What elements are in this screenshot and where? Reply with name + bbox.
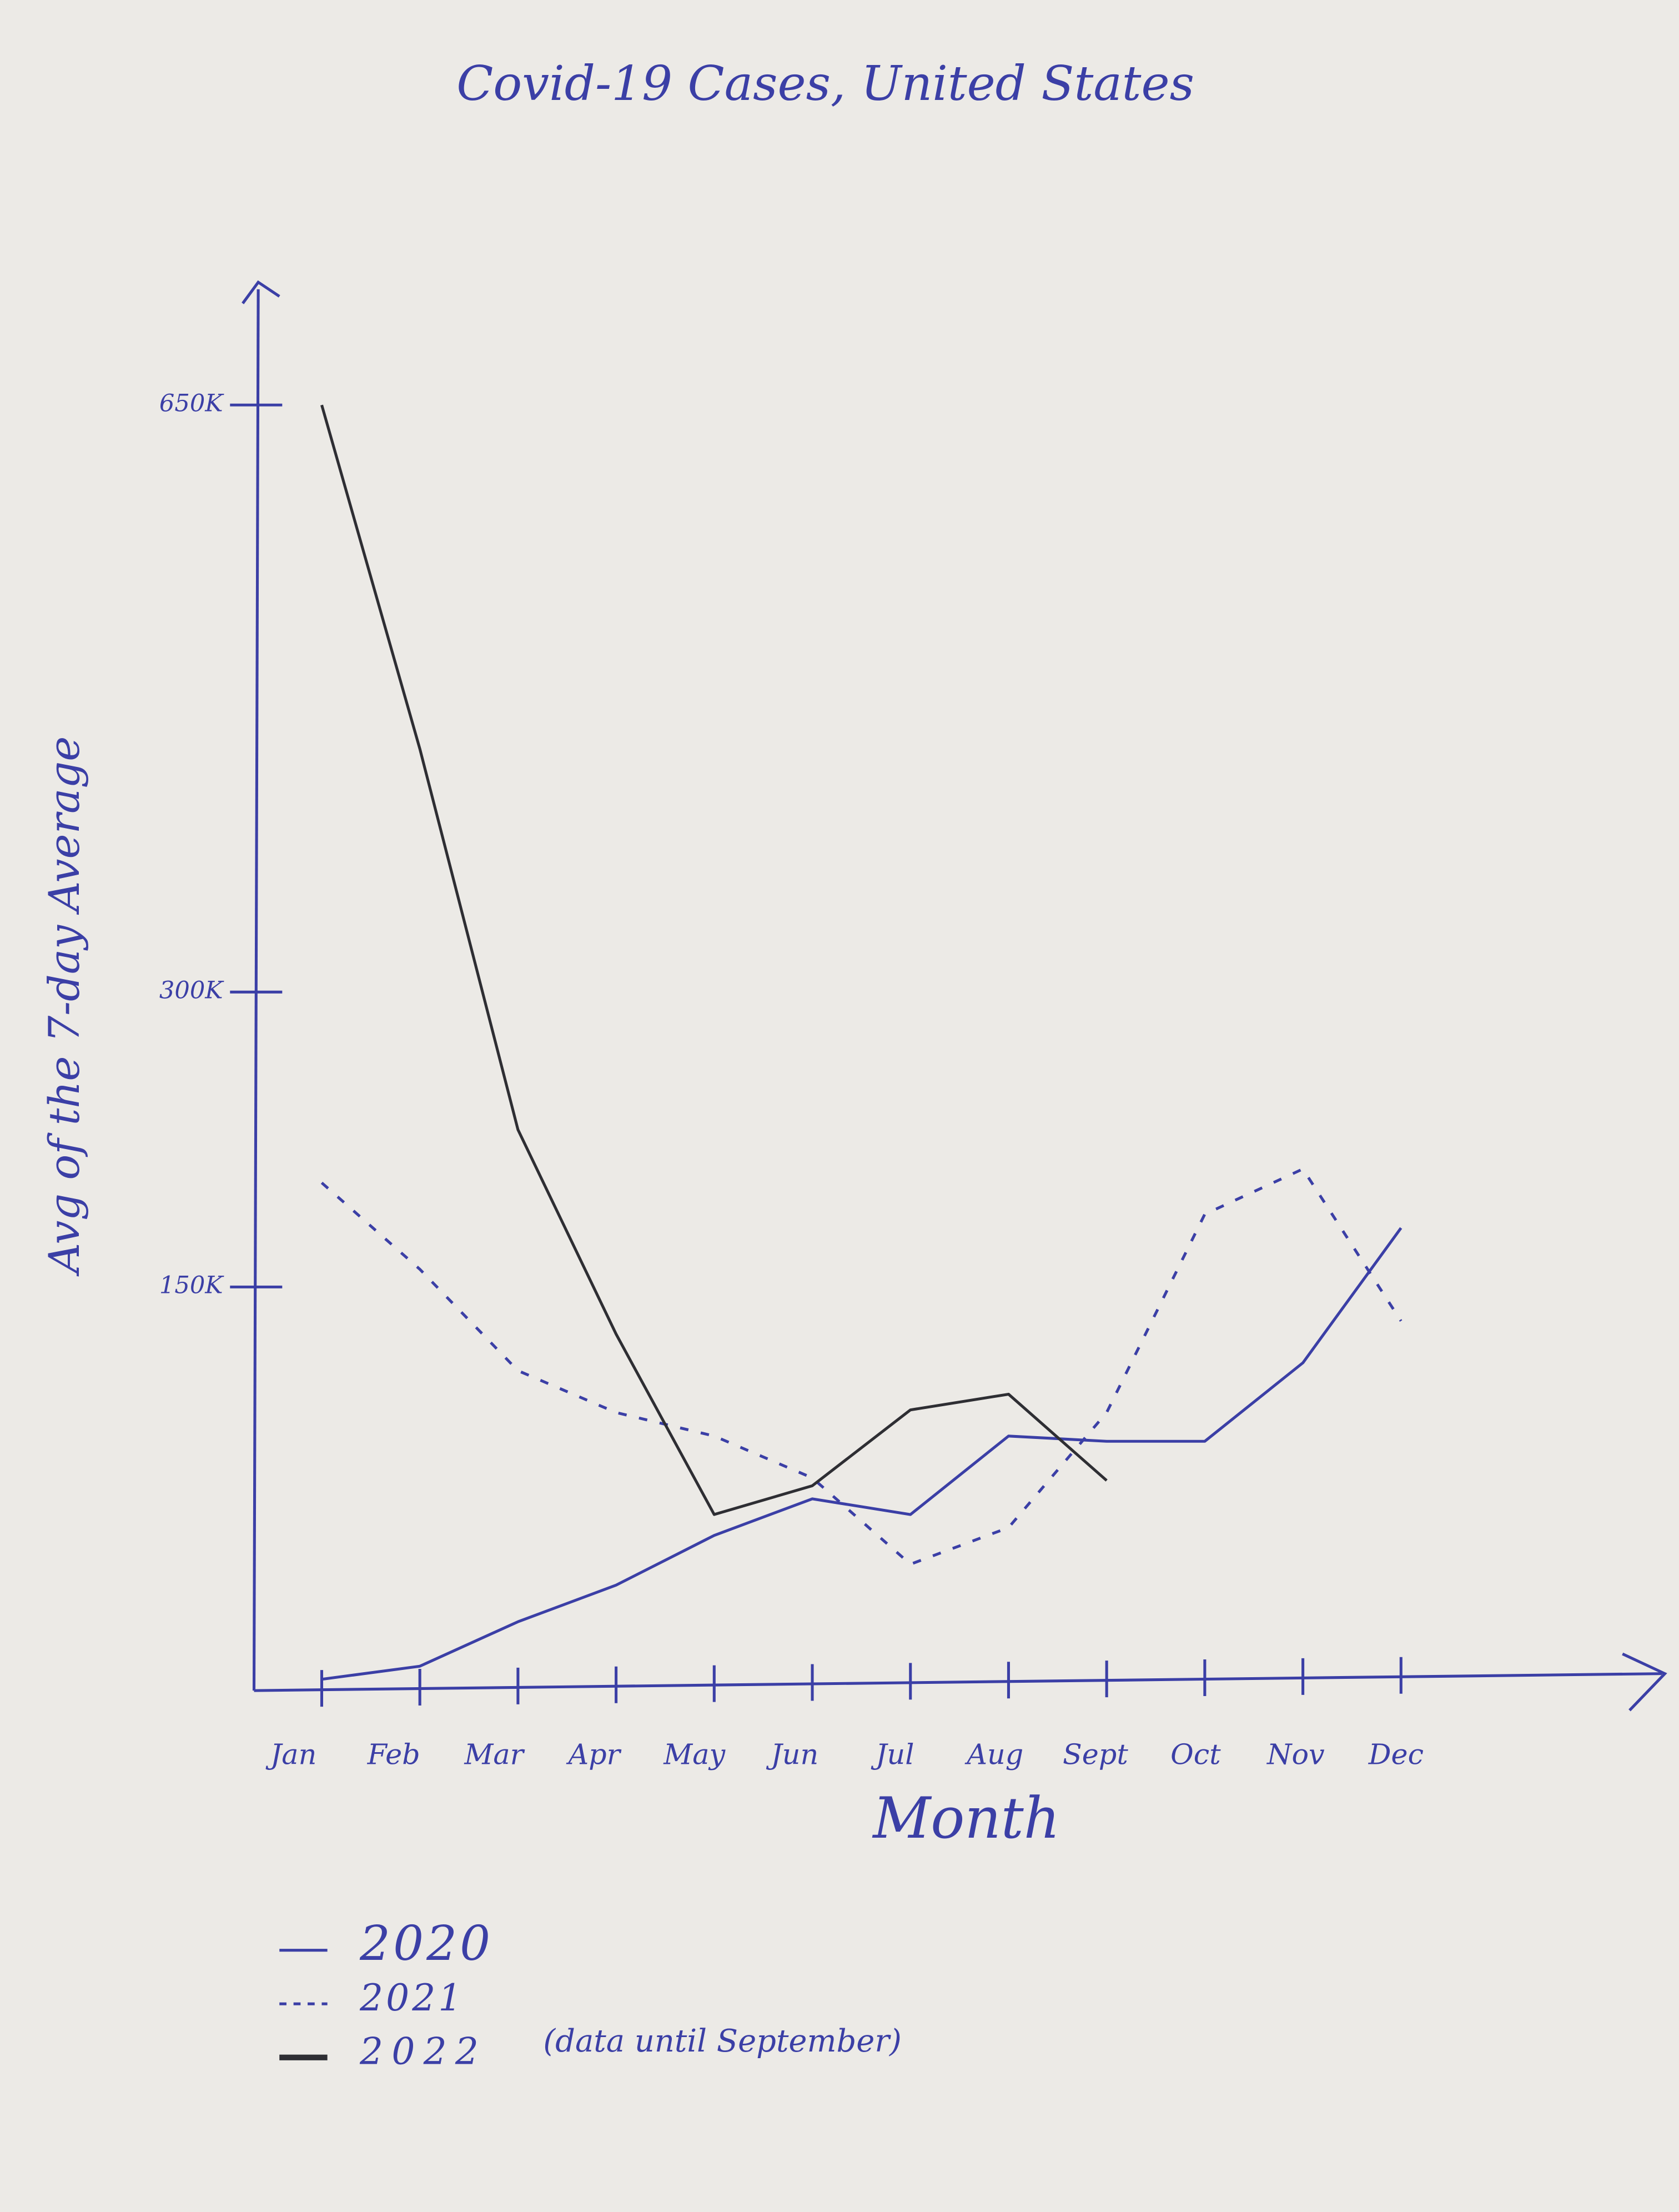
x-tick-label: Oct	[1170, 1738, 1221, 1771]
legend-label: 2020	[359, 1916, 493, 1972]
y-tick-label: 650K	[159, 389, 224, 417]
x-tick-label: Mar	[464, 1738, 525, 1771]
legend-label: 2021	[359, 1977, 464, 2019]
x-axis-label: Month	[872, 1785, 1060, 1851]
series-line	[320, 404, 1108, 1516]
chart-title: Covid-19 Cases, United States	[456, 56, 1194, 112]
x-tick-label: May	[663, 1738, 726, 1771]
x-tick-label: Nov	[1266, 1738, 1325, 1771]
x-tick-label: Sept	[1063, 1738, 1128, 1771]
x-tick-label: Feb	[367, 1738, 420, 1771]
y-tick-label: 150K	[159, 1271, 224, 1299]
x-axis-arrow	[1622, 1652, 1667, 1712]
x-axis	[254, 1672, 1662, 1692]
legend-label: 2022	[359, 2030, 487, 2073]
x-tick-label: Dec	[1368, 1738, 1424, 1771]
series-line	[321, 1227, 1402, 1681]
x-tick-label: Jun	[766, 1738, 818, 1771]
x-tick-label: Aug	[964, 1738, 1023, 1771]
x-tick-label: Apr	[566, 1738, 621, 1771]
legend-note: (data until September)	[543, 2023, 901, 2059]
x-tick-label: Jul	[871, 1738, 914, 1771]
x-tick-label: Jan	[265, 1738, 316, 1771]
y-axis	[252, 289, 260, 1691]
series-line	[320, 1167, 1402, 1566]
y-axis-arrow	[242, 280, 280, 304]
y-tick-label: 300K	[159, 976, 224, 1004]
y-axis-label: Avg of the 7-day Average	[39, 736, 89, 1277]
